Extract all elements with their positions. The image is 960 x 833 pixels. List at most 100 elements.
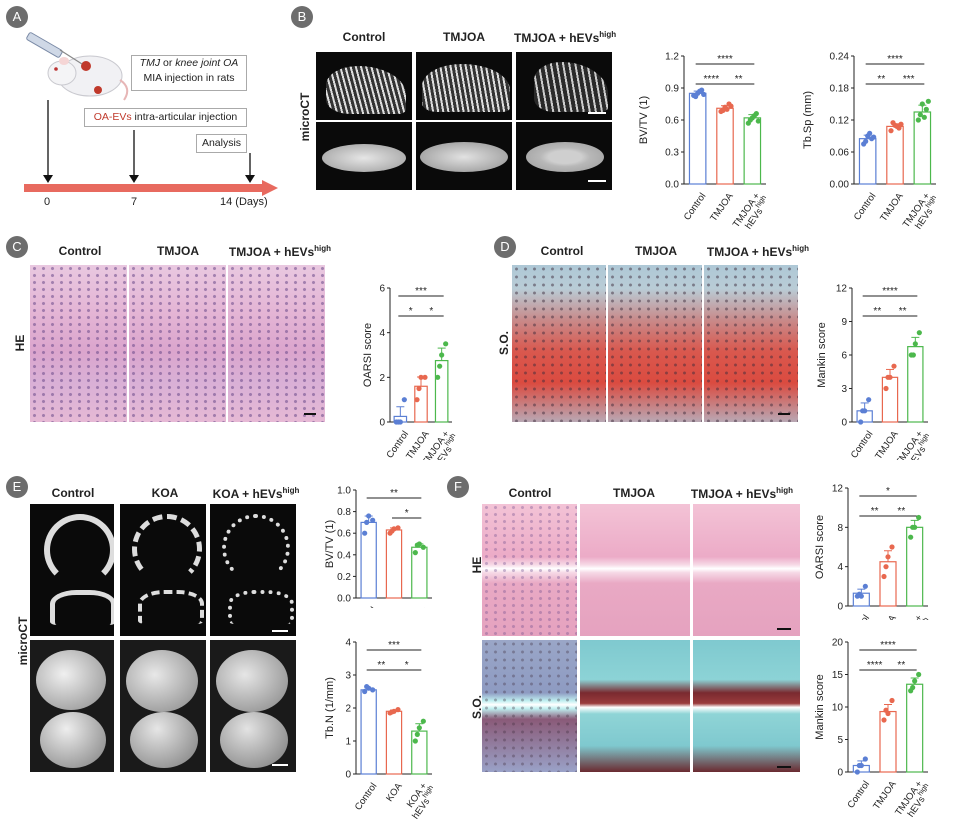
data-point [724,106,730,112]
data-point [883,564,889,570]
e-row-label: microCT [16,616,30,666]
c-header-tmjoa: TMJOA [157,244,199,258]
f-so-control [482,640,577,772]
b-microct-top-control [316,52,412,120]
data-point [867,130,873,136]
data-point [364,683,370,690]
significance-label: ** [873,306,881,317]
y-tick-label: 0.2 [337,572,351,583]
data-point [917,112,923,118]
category-label: Control [353,781,380,812]
data-point [866,397,872,403]
data-point [921,114,927,120]
b-microct-top-tmjoa [416,52,512,120]
data-point [881,573,887,580]
f-he-control [482,504,577,636]
data-point [751,113,757,119]
y-axis-label: Tb.Sp (mm) [802,91,814,149]
y-tick-label: 1 [345,737,351,748]
y-tick-label: 12 [836,284,848,295]
d-so-tmjoa [608,265,702,422]
data-point [420,544,426,550]
bar [907,346,924,423]
data-point [863,138,869,144]
bar [414,385,428,423]
y-tick-label: 2 [345,704,351,715]
data-point [885,374,891,380]
data-point [915,117,921,123]
data-point [364,519,370,525]
data-point [412,550,418,556]
data-point [856,762,862,769]
e-header-control: Control [51,486,95,500]
significance-label: **** [867,660,883,671]
data-point [912,678,918,684]
significance-label: * [429,306,433,317]
f-header-control: Control [508,486,552,500]
timeline-arrowhead [262,180,278,196]
timeline-day-7: 7 [131,196,138,208]
y-tick-label: 4 [837,562,843,573]
f-header-tmjoa: TMJOA [613,486,655,500]
data-point [370,687,376,693]
timeline-arrows [43,100,255,183]
y-tick-label: 0.3 [665,148,679,159]
c-header-treat: TMJOA + hEVshigh [228,244,332,259]
significance-label: * [405,660,409,671]
d-row-label: S.O. [497,331,511,356]
significance-label: ** [871,506,879,517]
bar [360,689,377,775]
bar [886,125,904,185]
category-label: Control [849,429,876,460]
data-point [401,397,407,403]
d-header-tmjoa: TMJOA [635,244,677,258]
f-he-tmjoa [580,504,690,636]
y-tick-label: 0.6 [665,116,679,127]
data-point [889,697,895,704]
e-microct-bottom-treat [210,640,296,772]
f-header-treat: TMJOA + hEVshigh [690,486,794,501]
c-he-treat [228,265,325,422]
b-microct-bottom-tmjoa [416,122,512,190]
timeline-day-14: 14 (Days) [220,196,268,208]
y-tick-label: 0 [837,768,843,779]
bar [385,529,403,599]
significance-label: ** [377,660,385,671]
data-point [908,534,914,540]
data-point [910,352,916,358]
data-point [362,688,368,695]
y-tick-label: 0 [345,770,351,781]
data-point [925,98,931,104]
data-point [422,374,428,380]
d-so-control [512,265,606,422]
timeline-bar [24,184,264,192]
data-point [916,514,922,521]
data-point [443,341,449,347]
data-point [881,717,887,723]
data-point [856,591,862,597]
e-header-koa: KOA [151,486,179,500]
data-point [919,101,925,107]
y-tick-label: 0.9 [665,84,679,95]
data-point [414,731,420,737]
y-tick-label: 0.6 [337,529,351,540]
data-point [910,684,916,691]
e-microct-bottom-control [30,640,114,772]
significance-label: **** [882,286,898,297]
data-point [883,707,889,713]
analysis-box: Analysis [196,134,247,153]
panel-letter-b: B [291,6,313,28]
b-header-control: Control [342,30,386,44]
d-so-treat [704,265,798,422]
significance-label: *** [415,286,427,297]
d-header-control: Control [540,244,584,258]
y-tick-label: 0.0 [337,594,351,605]
category-label: KOA +hEVshigh [402,603,440,608]
data-point [862,583,868,589]
y-tick-label: 0.4 [337,550,351,561]
data-point [885,554,891,560]
bar [411,730,428,775]
b-header-tmjoa: TMJOA [443,30,485,44]
